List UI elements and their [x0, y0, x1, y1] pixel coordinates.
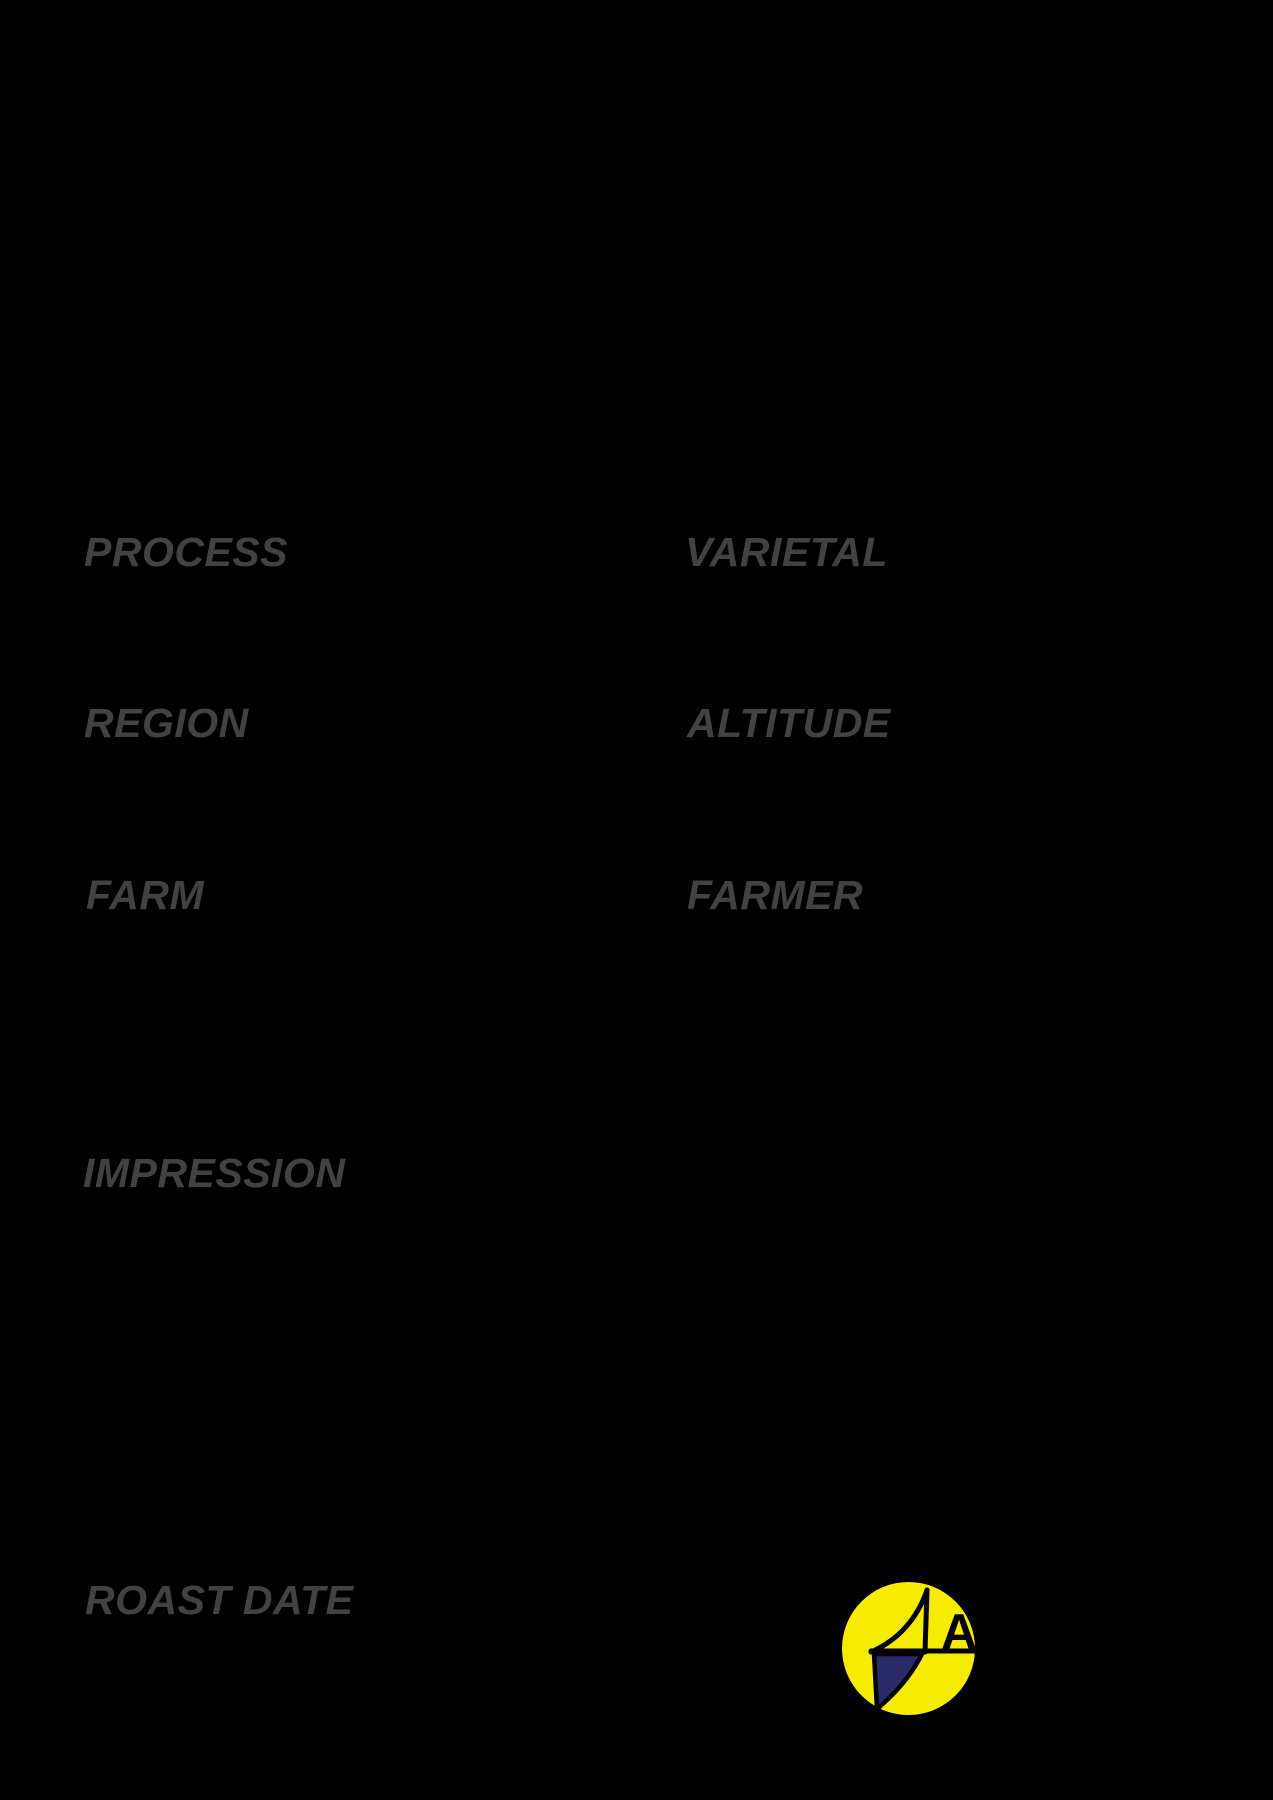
- farm-label: FARM: [86, 872, 205, 918]
- logo-navy-sail: [871, 1651, 925, 1712]
- process-label: PROCESS: [84, 529, 288, 575]
- farmer-label: FARMER: [687, 872, 864, 918]
- region-label: REGION: [84, 700, 249, 746]
- logo-upper-sail-curve: [868, 1587, 930, 1655]
- varietal-label: VARIETAL: [685, 529, 888, 575]
- sailboat-roaster-logo-icon: A: [842, 1582, 1023, 1715]
- logo-letter: A: [941, 1604, 977, 1660]
- logo-mast-line: [922, 1587, 930, 1655]
- roast-date-label: ROAST DATE: [85, 1577, 354, 1623]
- altitude-label: ALTITUDE: [687, 700, 891, 746]
- impression-label: IMPRESSION: [83, 1150, 346, 1196]
